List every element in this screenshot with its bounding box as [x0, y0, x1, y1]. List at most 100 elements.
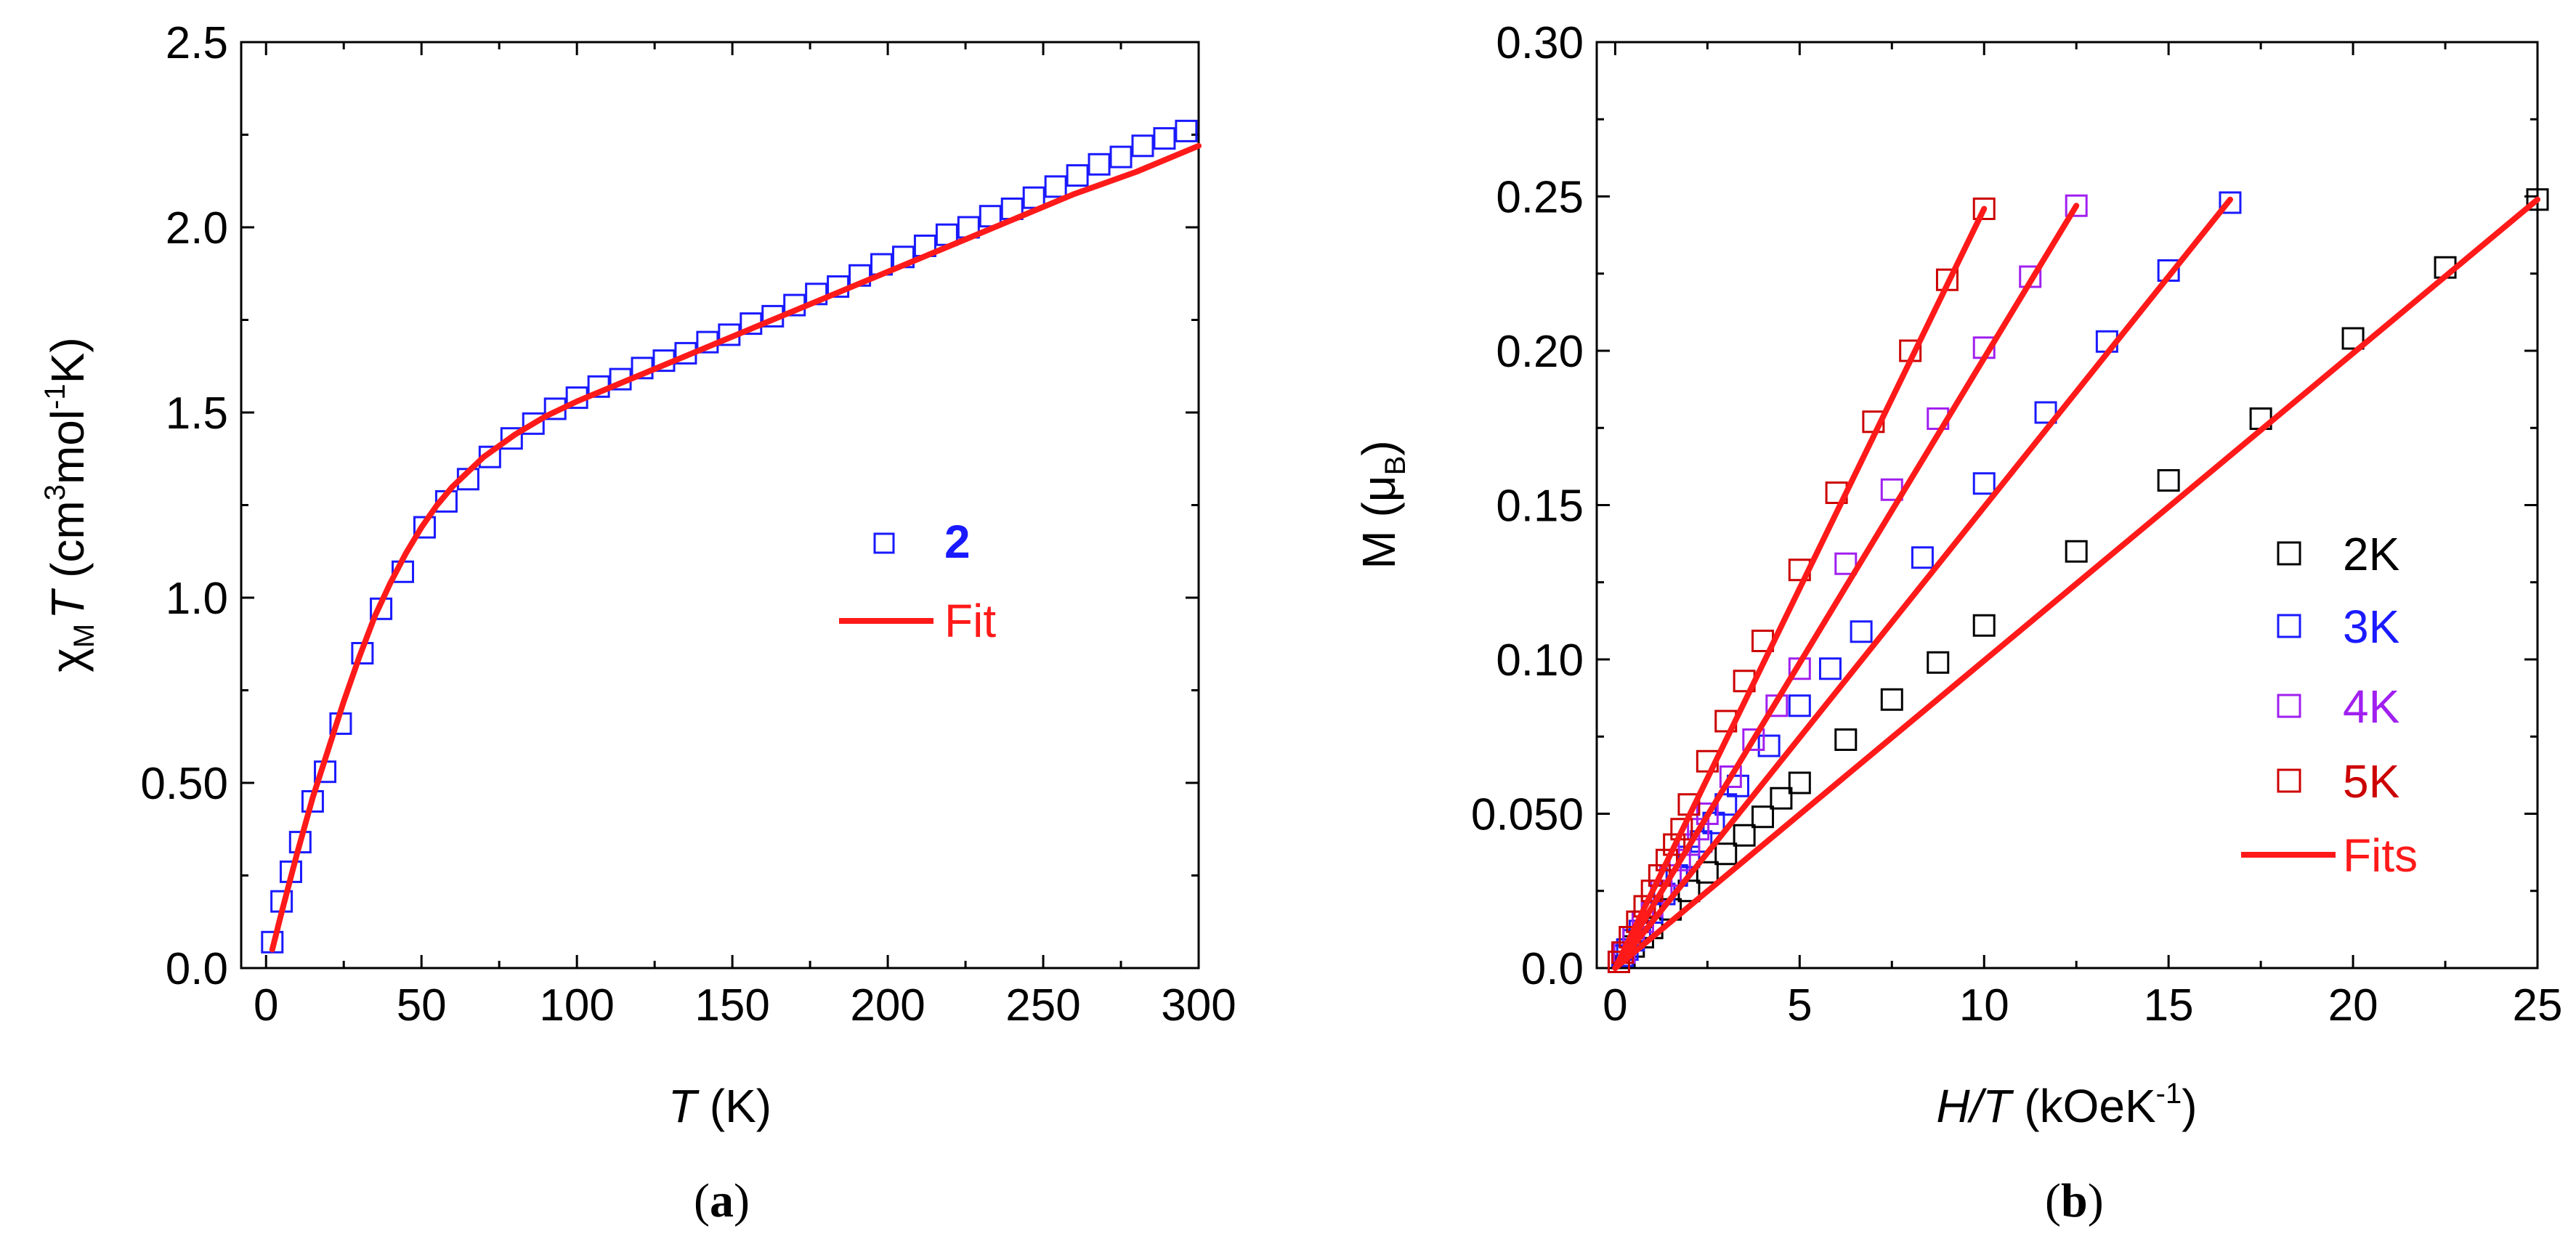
- marker-2k: [1714, 842, 1738, 866]
- y-tick-label: 2.5: [166, 18, 228, 68]
- y-tick-label: 2.0: [166, 203, 228, 253]
- marker-2k: [1927, 651, 1950, 674]
- y-tick-label: 0.25: [1496, 173, 1584, 223]
- marker-4k: [2065, 194, 2088, 217]
- x-tick-label: 15: [2144, 980, 2194, 1031]
- x-tick-label: 10: [1959, 980, 2009, 1031]
- chart-panel-b: 0 5 10 15 20 25 0.00.0500.100.150.200.250.30 …: [1353, 18, 2562, 1227]
- x-tick-labels-a: 0 50 100 150 200 250 300: [254, 980, 1236, 1031]
- marker-3k: [2034, 401, 2057, 424]
- marker-2k: [2157, 469, 2180, 492]
- marker-3k: [1850, 620, 1873, 643]
- line-fit-2k: [1612, 196, 2540, 971]
- marker-3k: [1972, 472, 1996, 495]
- y-tick-label: 0.0: [166, 944, 228, 994]
- marker-5k: [1972, 198, 1996, 220]
- marker-2k: [1834, 728, 1858, 751]
- legend-label-5k: 5K: [2343, 755, 2399, 808]
- legend-label-fits: Fits: [2343, 829, 2418, 882]
- y-axis-label-a: χMT (cm3mol-1K): [39, 337, 100, 672]
- data-marks-b: [1607, 188, 2549, 973]
- x-tick-label: 250: [1005, 980, 1080, 1031]
- marker-4k: [1834, 552, 1858, 575]
- marker-2: [1044, 175, 1067, 198]
- marker-4k: [1742, 728, 1765, 751]
- y-tick-label: 0.0: [1521, 944, 1584, 994]
- legend-label-4k: 4K: [2343, 680, 2399, 733]
- x-tick-label: 150: [694, 980, 769, 1031]
- y-tick-label: 0.50: [140, 759, 228, 809]
- marker-2k: [1880, 688, 1903, 711]
- legend-a: 2 Fit: [839, 516, 996, 647]
- y-tick-label: 1.5: [166, 389, 228, 439]
- x-tick-label: 0: [1603, 980, 1627, 1031]
- marker-3k: [2219, 191, 2242, 214]
- panel-label-a: (a): [694, 1174, 750, 1227]
- marker-4k: [1719, 765, 1742, 788]
- line-fit-5k: [1612, 206, 1988, 971]
- marker-2k: [2065, 540, 2088, 563]
- legend-marker-2: [873, 532, 895, 554]
- legend-marker-2k: [2277, 541, 2301, 566]
- marker-3k: [1818, 657, 1842, 680]
- y-tick-label: 0.15: [1496, 481, 1584, 532]
- legend-label-2k: 2K: [2343, 528, 2399, 580]
- line-fit: [269, 142, 1202, 953]
- marker-2: [1087, 153, 1111, 176]
- marker-2k: [1972, 614, 1996, 637]
- plot-frame-a: [240, 41, 1200, 970]
- x-tick-label: 100: [539, 980, 614, 1031]
- marker-5k: [1670, 818, 1693, 841]
- marker-5k: [1663, 833, 1686, 856]
- marker-2: [500, 427, 523, 450]
- marker-2k: [1696, 861, 1719, 884]
- data-marks-a: [261, 119, 1202, 954]
- y-tick-labels-b: 0.0 0.050 0.10 0.15 0.20 0.25 0.30: [1471, 18, 1584, 994]
- x-tick-labels-b: 0 5 10 15 20 25: [1603, 980, 2562, 1031]
- marker-3k: [1911, 546, 1934, 569]
- x-tick-label: 25: [2513, 980, 2563, 1031]
- marker-2k: [2341, 327, 2365, 350]
- marker-2k: [1770, 787, 1793, 810]
- marker-2k: [1788, 771, 1811, 794]
- marker-2: [1131, 134, 1154, 158]
- x-tick-label: 50: [397, 980, 447, 1031]
- x-tick-label: 5: [1787, 980, 1812, 1031]
- y-tick-label: 0.10: [1496, 635, 1584, 686]
- y-tick-label: 0.050: [1471, 790, 1584, 840]
- marker-2k: [1733, 824, 1756, 847]
- marker-2: [1109, 145, 1133, 168]
- y-tick-label: 0.20: [1496, 327, 1584, 377]
- marker-2: [413, 516, 436, 539]
- marker-2: [1066, 164, 1089, 187]
- marker-2k: [1751, 805, 1775, 829]
- x-axis-label-a: T (K): [668, 1080, 771, 1132]
- x-tick-label: 300: [1161, 980, 1236, 1031]
- x-tick-label: 20: [2328, 980, 2378, 1031]
- y-tick-labels-a: 0.0 0.50 1.0 1.5 2.0 2.5: [140, 18, 228, 994]
- marker-5k: [1655, 848, 1678, 871]
- marker-2: [1153, 127, 1176, 150]
- legend-label-3k: 3K: [2343, 601, 2399, 653]
- marker-2: [1175, 119, 1198, 142]
- line-fit-3k: [1612, 196, 2233, 971]
- marker-2k: [2526, 188, 2549, 211]
- marker-2: [522, 412, 545, 435]
- y-tick-label: 1.0: [166, 574, 228, 624]
- ticks-a: [241, 41, 1200, 970]
- chart-panel-a: 0 50 100 150 200 250 300 0.0 0.50 1.0 1.5 2.0 2.5 T…: [39, 18, 1236, 1227]
- marker-3k: [1788, 694, 1811, 718]
- legend-marker-5k: [2277, 768, 2301, 793]
- legend-b: 2K 3K 4K 5K Fits: [2241, 528, 2418, 882]
- x-axis-label-b: H/T (kOeK-1): [1936, 1078, 2197, 1132]
- legend-label-2: 2: [944, 516, 971, 568]
- panel-label-b: (b): [2045, 1174, 2104, 1227]
- y-tick-label: 0.30: [1496, 18, 1584, 68]
- line-fit-4k: [1612, 203, 2080, 971]
- legend-marker-4k: [2277, 694, 2301, 718]
- marker-3k: [1757, 734, 1781, 757]
- x-tick-label: 200: [850, 980, 925, 1031]
- legend-marker-3k: [2277, 614, 2301, 638]
- y-axis-label-b: M (μB): [1353, 440, 1411, 569]
